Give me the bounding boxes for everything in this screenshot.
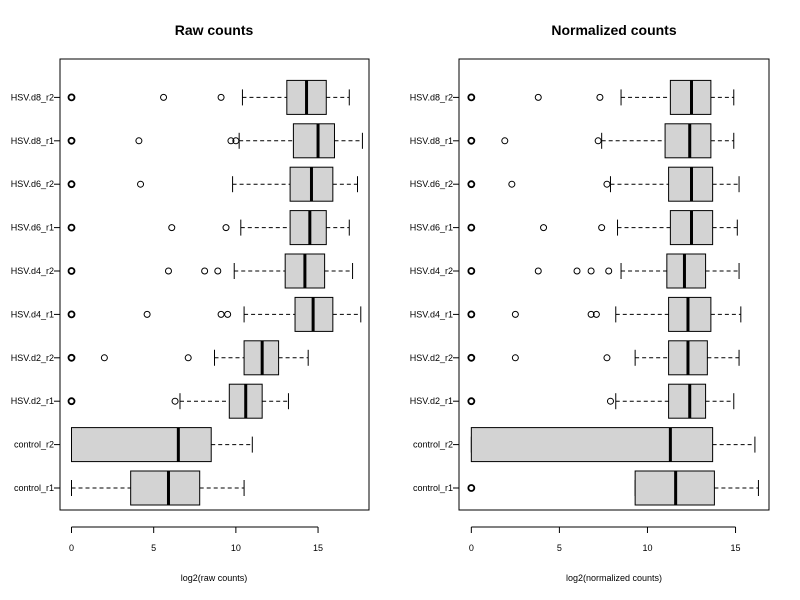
outlier-point: [594, 137, 602, 145]
outlier-point: [467, 267, 476, 275]
raw-counts-panel: Raw counts log2(raw counts) 0 5 10 15 contro…: [11, 22, 370, 583]
outlier-point: [603, 354, 611, 362]
outlier-point: [534, 93, 542, 101]
x-tick-label: 15: [313, 543, 323, 553]
category-label: HSV.d6_r2: [410, 179, 453, 189]
category-label: HSV.d2_r1: [410, 396, 453, 406]
outlier-point: [67, 310, 76, 319]
category-label: HSV.d2_r2: [11, 353, 54, 363]
category-label: control_r1: [413, 483, 453, 493]
box: [292, 123, 335, 159]
category-label: HSV.d4_r1: [11, 309, 54, 319]
outlier-point: [67, 136, 76, 145]
x-tick-label: 10: [231, 543, 241, 553]
category-label: HSV.d2_r2: [410, 353, 453, 363]
outlier-point: [67, 397, 76, 406]
outlier-point: [67, 353, 76, 362]
outlier-point: [184, 354, 192, 362]
outlier-point: [135, 137, 143, 145]
category-label: HSV.d2_r1: [11, 396, 54, 406]
category-label: HSV.d4_r1: [410, 309, 453, 319]
outlier-point: [100, 354, 108, 362]
raw-counts-title: Raw counts: [175, 22, 254, 38]
category-label: HSV.d8_r2: [11, 92, 54, 102]
outlier-point: [467, 310, 476, 319]
category-label: HSV.d8_r2: [410, 92, 453, 102]
normalized-counts-panel: Normalized counts log2(normalized counts…: [410, 22, 770, 583]
outlier-point: [224, 310, 232, 318]
x-tick-label: 5: [151, 543, 156, 553]
outlier-point: [511, 310, 519, 318]
outlier-point: [467, 180, 476, 189]
category-label: HSV.d8_r1: [410, 136, 453, 146]
outlier-point: [67, 93, 76, 102]
box: [289, 210, 327, 246]
outlier-point: [164, 267, 172, 275]
box: [666, 253, 707, 289]
x-tick-label: 5: [557, 543, 562, 553]
category-label: HSV.d8_r1: [11, 136, 54, 146]
x-tick-label: 15: [731, 543, 741, 553]
plot-frame: [59, 58, 370, 511]
outlier-point: [222, 224, 230, 232]
outlier-point: [467, 93, 476, 102]
outlier-point: [201, 267, 209, 275]
outlier-point: [540, 224, 548, 232]
outlier-point: [511, 354, 519, 362]
outlier-point: [171, 397, 179, 405]
outlier-point: [603, 180, 611, 188]
category-label: control_r1: [14, 483, 54, 493]
box: [470, 427, 714, 463]
x-tick-label: 0: [69, 543, 74, 553]
normalized-counts-title: Normalized counts: [551, 22, 676, 38]
outlier-point: [605, 267, 613, 275]
outlier-point: [596, 93, 604, 101]
outlier-point: [598, 224, 606, 232]
outlier-point: [160, 93, 168, 101]
outlier-point: [587, 267, 595, 275]
category-label: HSV.d6_r1: [410, 223, 453, 233]
outlier-point: [67, 180, 76, 189]
category-label: HSV.d6_r2: [11, 179, 54, 189]
category-label: control_r2: [14, 440, 54, 450]
outlier-point: [467, 353, 476, 362]
outlier-point: [587, 310, 595, 318]
outlier-point: [467, 136, 476, 145]
normalized-counts-xlabel: log2(normalized counts): [566, 573, 662, 583]
raw-counts-xlabel: log2(raw counts): [181, 573, 248, 583]
outlier-point: [232, 137, 240, 145]
outlier-point: [467, 223, 476, 232]
outlier-point: [573, 267, 581, 275]
box: [664, 123, 712, 159]
outlier-point: [67, 223, 76, 232]
outlier-point: [501, 137, 509, 145]
outlier-point: [67, 267, 76, 275]
outlier-point: [217, 310, 225, 318]
category-label: HSV.d4_r2: [410, 266, 453, 276]
outlier-point: [217, 93, 225, 101]
category-label: HSV.d4_r2: [11, 266, 54, 276]
plot-frame: [458, 58, 770, 511]
box: [668, 296, 712, 332]
box: [668, 383, 707, 419]
outlier-point: [214, 267, 222, 275]
box: [71, 427, 212, 463]
x-tick-label: 10: [642, 543, 652, 553]
box: [130, 470, 201, 506]
outlier-point: [534, 267, 542, 275]
outlier-point: [137, 180, 145, 188]
outlier-point: [592, 310, 600, 318]
outlier-point: [143, 310, 151, 318]
outlier-point: [606, 397, 614, 405]
outlier-point: [227, 137, 235, 145]
x-tick-label: 0: [469, 543, 474, 553]
category-label: HSV.d6_r1: [11, 223, 54, 233]
category-label: control_r2: [413, 440, 453, 450]
outlier-point: [168, 224, 176, 232]
outlier-point: [467, 484, 476, 492]
outlier-point: [508, 180, 516, 188]
outlier-point: [467, 397, 476, 406]
